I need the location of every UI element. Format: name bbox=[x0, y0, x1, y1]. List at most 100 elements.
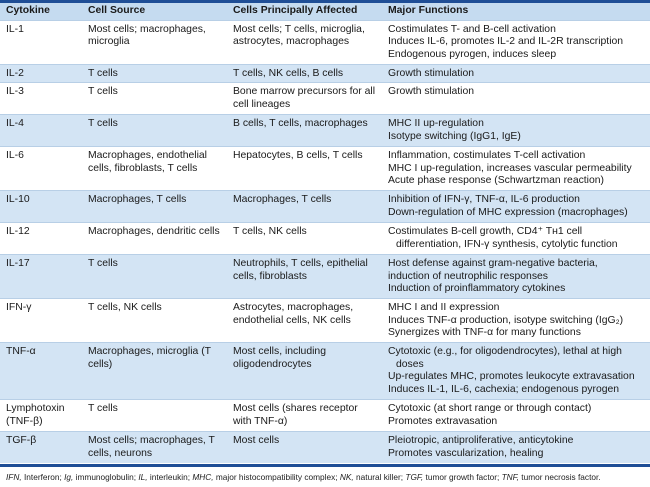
header-cytokine: Cytokine bbox=[0, 3, 82, 21]
table-row: IL-2 T cells T cells, NK cells, B cells Gro… bbox=[0, 63, 650, 83]
major-functions-cell: Cytotoxic (at short range or through con… bbox=[382, 399, 650, 432]
footnote-def: interleukin; bbox=[147, 472, 193, 483]
function-line: MHC II up-regulation bbox=[388, 118, 484, 130]
function-line: Cytotoxic (e.g., for oligodendrocytes), … bbox=[388, 346, 622, 370]
cytokine-cell: TGF-β bbox=[0, 431, 82, 464]
function-line: Host defense against gram-negative bacte… bbox=[388, 258, 598, 270]
function-line: Acute phase response (Schwartzman reacti… bbox=[388, 175, 605, 187]
major-functions-cell: Cytotoxic (e.g., for oligodendrocytes), … bbox=[382, 342, 650, 400]
table-row: IL-10 Macrophages, T cells Macrophages, T … bbox=[0, 190, 650, 223]
footnote-abbr: TGF, bbox=[405, 472, 424, 483]
function-line: Growth stimulation bbox=[388, 67, 475, 79]
table-row: Lymphotoxin (TNF-β) T cells Most cells (sh… bbox=[0, 399, 650, 432]
footnote-abbr: NK, bbox=[339, 472, 354, 483]
footnote: IFN, Interferon; Ig, immunoglobulin; IL,… bbox=[0, 467, 650, 487]
function-line: Endogenous pyrogen, induces sleep bbox=[388, 48, 557, 60]
footnote-abbr: Ig, bbox=[64, 472, 74, 483]
cell-source-cell: Macrophages, dendritic cells bbox=[82, 222, 227, 255]
function-line: MHC I up-regulation, increases vascular … bbox=[388, 162, 632, 174]
major-functions-cell: Inhibition of IFN-γ, TNF-α, IL-6 product… bbox=[382, 190, 650, 223]
header-major-functions: Major Functions bbox=[382, 3, 650, 21]
table-row: IFN-γ T cells, NK cells Astrocytes, macrop… bbox=[0, 298, 650, 343]
major-functions-cell: Costimulates B-cell growth, CD4⁺ Tʜ1 cel… bbox=[382, 222, 650, 255]
function-line: Growth stimulation bbox=[388, 86, 475, 98]
cell-source-cell: T cells bbox=[82, 399, 227, 432]
cell-source-cell: T cells bbox=[82, 114, 227, 147]
cell-source-cell: T cells bbox=[82, 254, 227, 299]
major-functions-cell: Costimulates T- and B-cell activation Ind… bbox=[382, 19, 650, 65]
cell-source-cell: T cells bbox=[82, 82, 227, 115]
cell-source-cell: Macrophages, T cells bbox=[82, 190, 227, 223]
function-line: Induces IL-6, promotes IL-2 and IL-2R tr… bbox=[388, 36, 624, 48]
function-line: Down-regulation of MHC expression (macro… bbox=[388, 206, 628, 218]
cytokine-cell: IL-6 bbox=[0, 146, 82, 191]
function-line: Induces TNF-α production, isotype switch… bbox=[388, 314, 624, 326]
cell-source-cell: Macrophages, endothelial cells, fibrobla… bbox=[82, 146, 227, 191]
function-line: Promotes extravasation bbox=[388, 415, 498, 427]
header-cells-affected: Cells Principally Affected bbox=[227, 3, 382, 21]
function-line: Up-regulates MHC, promotes leukocyte ext… bbox=[388, 371, 635, 383]
footnote-def: Interferon; bbox=[21, 472, 65, 483]
function-line: Costimulates B-cell growth, CD4⁺ Tʜ1 cel… bbox=[388, 226, 618, 250]
footnote-abbr: IFN, bbox=[6, 472, 22, 483]
cells-affected-cell: Neutrophils, T cells, epithelial cells, … bbox=[227, 254, 382, 299]
cells-affected-cell: Most cells; T cells, microglia, astrocyt… bbox=[227, 19, 382, 65]
cell-source-cell: Most cells; macrophages, T cells, neuron… bbox=[82, 431, 227, 464]
cytokine-cell: Lymphotoxin (TNF-β) bbox=[0, 399, 82, 432]
footnote-abbr: TNF, bbox=[501, 472, 519, 483]
major-functions-cell: Growth stimulation bbox=[382, 63, 650, 83]
major-functions-cell: Inflammation, costimulates T-cell activa… bbox=[382, 146, 650, 191]
cells-affected-cell: Bone marrow precursors for all cell line… bbox=[227, 82, 382, 115]
function-line: Induces IL-1, IL-6, cachexia; endogenous… bbox=[388, 383, 620, 395]
cells-affected-cell: Most cells bbox=[227, 431, 382, 464]
function-line: Cytotoxic (at short range or through con… bbox=[388, 403, 592, 415]
footnote-abbr: MHC, bbox=[192, 472, 214, 483]
cell-source-cell: Macrophages, microglia (T cells) bbox=[82, 342, 227, 400]
function-line: MHC I and II expression bbox=[388, 302, 500, 314]
table-row: IL-4 T cells B cells, T cells, macrophages… bbox=[0, 114, 650, 147]
function-line: Pleiotropic, antiproliferative, anticyto… bbox=[388, 435, 574, 447]
cell-source-cell: T cells, NK cells bbox=[82, 298, 227, 343]
cell-source-cell: T cells bbox=[82, 63, 227, 83]
table-row: IL-17 T cells Neutrophils, T cells, epithe… bbox=[0, 254, 650, 299]
footnote-def: tumor growth factor; bbox=[423, 472, 502, 483]
cells-affected-cell: B cells, T cells, macrophages bbox=[227, 114, 382, 147]
function-line: Inhibition of IFN-γ, TNF-α, IL-6 product… bbox=[388, 194, 580, 206]
cell-source-cell: Most cells; macrophages, microglia bbox=[82, 19, 227, 65]
cells-affected-cell: T cells, NK cells bbox=[227, 222, 382, 255]
table-row: IL-3 T cells Bone marrow precursors for al… bbox=[0, 82, 650, 115]
function-line: induction of neutrophilic responses bbox=[388, 270, 548, 282]
cytokine-cell: IL-2 bbox=[0, 63, 82, 83]
function-line: Synergizes with TNF-α for many functions bbox=[388, 327, 581, 339]
major-functions-cell: MHC II up-regulation Isotype switching (I… bbox=[382, 114, 650, 147]
table-row: IL-6 Macrophages, endothelial cells, fibr… bbox=[0, 146, 650, 191]
cytokine-cell: IFN-γ bbox=[0, 298, 82, 343]
cells-affected-cell: Astrocytes, macrophages, endothelial cel… bbox=[227, 298, 382, 343]
footnote-def: tumor necrosis factor. bbox=[518, 472, 601, 483]
function-line: Inflammation, costimulates T-cell activa… bbox=[388, 150, 586, 162]
table-row: IL-1 Most cells; macrophages, microglia Mo… bbox=[0, 19, 650, 65]
cells-affected-cell: Most cells, including oligodendrocytes bbox=[227, 342, 382, 400]
function-line: Isotype switching (IgG1, IgE) bbox=[388, 130, 521, 142]
footnote-def: major histocompatibility complex; bbox=[213, 472, 340, 483]
footnote-def: natural killer; bbox=[353, 472, 406, 483]
cells-affected-cell: Most cells (shares receptor with TNF-α) bbox=[227, 399, 382, 432]
table-row: TNF-α Macrophages, microglia (T cells) Mos… bbox=[0, 342, 650, 400]
function-line: Costimulates T- and B-cell activation bbox=[388, 23, 556, 35]
cytokine-cell: IL-12 bbox=[0, 222, 82, 255]
major-functions-cell: Pleiotropic, antiproliferative, anticyto… bbox=[382, 431, 650, 464]
major-functions-cell: Growth stimulation bbox=[382, 82, 650, 115]
cytokine-cell: TNF-α bbox=[0, 342, 82, 400]
top-rule bbox=[0, 0, 650, 3]
function-line: Induction of proinflammatory cytokines bbox=[388, 283, 566, 295]
cytokine-table: Cytokine Cell Source Cells Principally A… bbox=[0, 3, 650, 464]
header-row: Cytokine Cell Source Cells Principally A… bbox=[0, 3, 650, 21]
cytokine-cell: IL-1 bbox=[0, 19, 82, 65]
cells-affected-cell: Hepatocytes, B cells, T cells bbox=[227, 146, 382, 191]
table-row: IL-12 Macrophages, dendritic cells T cells… bbox=[0, 222, 650, 255]
cytokine-cell: IL-17 bbox=[0, 254, 82, 299]
header-cell-source: Cell Source bbox=[82, 3, 227, 21]
major-functions-cell: MHC I and II expression Induces TNF-α pro… bbox=[382, 298, 650, 343]
cytokine-cell: IL-3 bbox=[0, 82, 82, 115]
table-row: TGF-β Most cells; macrophages, T cells, n… bbox=[0, 431, 650, 464]
